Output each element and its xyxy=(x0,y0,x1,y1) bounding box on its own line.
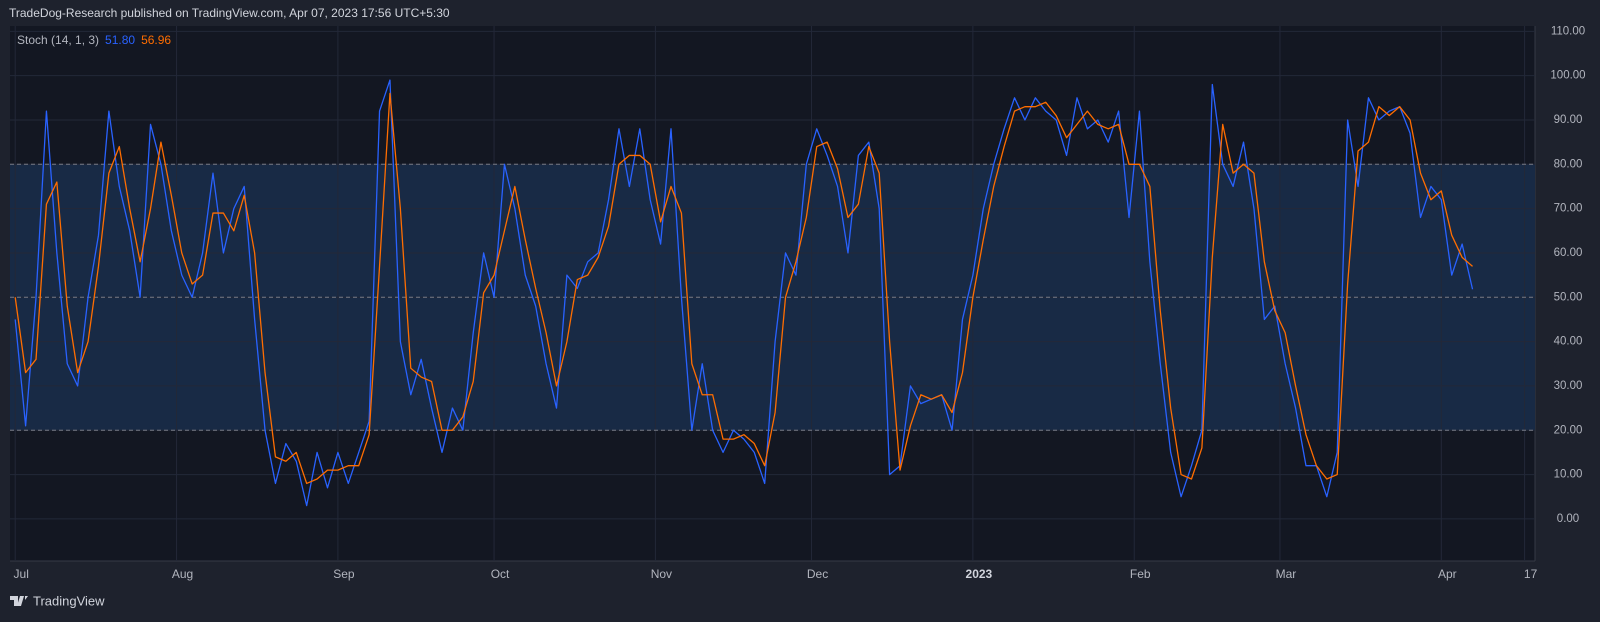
x-tick-label: Dec xyxy=(807,567,828,581)
legend-value: 51.80 xyxy=(105,33,135,47)
indicator-label: Stoch (14, 1, 3) xyxy=(17,33,99,47)
y-tick-label: 100.00 xyxy=(1550,70,1585,82)
x-tick-label: 2023 xyxy=(966,567,993,581)
x-tick-label: Oct xyxy=(491,567,510,581)
y-tick-label: 20.00 xyxy=(1554,424,1583,436)
x-tick-label: Feb xyxy=(1130,567,1151,581)
y-tick-label: 0.00 xyxy=(1557,513,1579,525)
series-line xyxy=(14,92,1473,485)
footer-logo xyxy=(10,596,28,606)
x-tick-label: Aug xyxy=(172,567,193,581)
legend: Stoch (14, 1, 3) 51.80 56.96 xyxy=(17,33,171,47)
y-tick-label: 10.00 xyxy=(1554,469,1583,481)
logo-icon xyxy=(10,596,28,606)
y-tick-label: 90.00 xyxy=(1554,114,1583,126)
x-tick-label: Nov xyxy=(651,567,672,581)
y-tick-label: 70.00 xyxy=(1554,203,1583,215)
y-tick-label: 40.00 xyxy=(1554,336,1583,348)
x-tick-label: Sep xyxy=(333,567,355,581)
x-tick-label: Mar xyxy=(1276,567,1297,581)
chart-title: TradeDog-Research published on TradingVi… xyxy=(9,6,450,20)
x-tick-label: Jul xyxy=(14,567,29,581)
series-line xyxy=(14,79,1474,507)
y-tick-label: 50.00 xyxy=(1554,291,1583,303)
y-tick-label: 30.00 xyxy=(1554,380,1583,392)
footer-brand: TradingView xyxy=(33,593,105,608)
y-tick-label: 80.00 xyxy=(1554,158,1583,170)
x-tick-label: 17 xyxy=(1524,567,1538,581)
legend-value: 56.96 xyxy=(141,33,171,47)
y-tick-label: 110.00 xyxy=(1551,25,1585,37)
y-tick-label: 60.00 xyxy=(1554,247,1583,259)
x-tick-label: Apr xyxy=(1438,567,1457,581)
